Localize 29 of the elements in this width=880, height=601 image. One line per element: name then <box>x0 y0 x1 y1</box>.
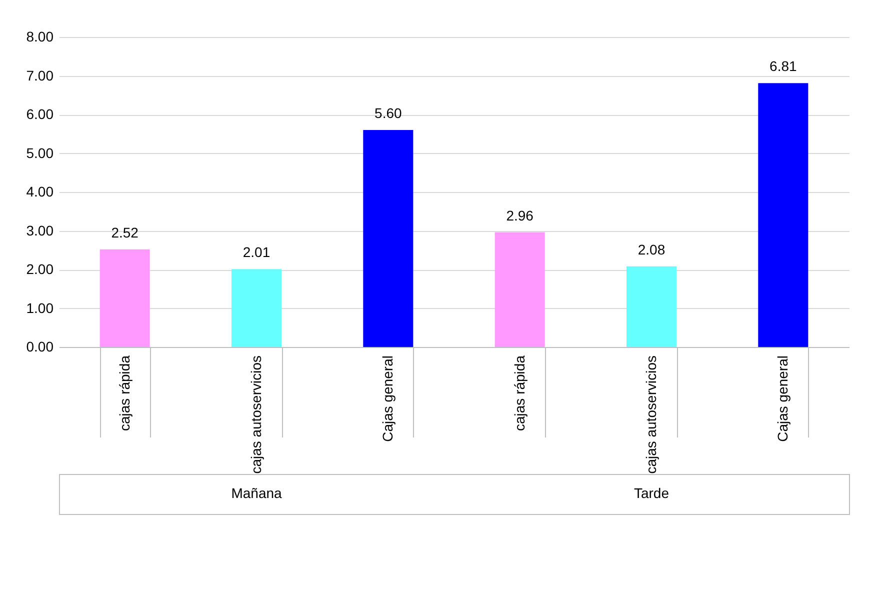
x-tick-label: cajas rápida <box>116 355 132 431</box>
x-tick-label: Cajas general <box>380 356 396 442</box>
y-tick-label: 5.00 <box>26 144 54 161</box>
x-tick-label: cajas autoservicios <box>643 356 659 474</box>
bar <box>494 232 545 347</box>
data-label: 6.81 <box>770 58 798 74</box>
y-tick-label: 2.00 <box>26 261 54 277</box>
bar <box>626 266 677 347</box>
y-tick-label: 6.00 <box>26 106 54 122</box>
y-tick-label: 7.00 <box>26 67 54 84</box>
x-tick-label: Cajas general <box>774 356 791 442</box>
data-label: 2.01 <box>242 244 270 260</box>
data-label: 5.60 <box>374 105 402 121</box>
data-label: 2.96 <box>506 207 534 224</box>
y-tick-label: 8.00 <box>26 28 54 44</box>
y-tick-label: 4.00 <box>26 184 54 200</box>
text: Tarde <box>634 485 670 501</box>
bar <box>231 269 282 347</box>
y-tick-label: 3.00 <box>26 222 54 238</box>
x-tick-label: cajas rápida <box>511 355 528 431</box>
bar <box>100 249 150 347</box>
bar <box>363 130 414 347</box>
data-label: 2.08 <box>638 241 666 258</box>
data-label: 2.52 <box>111 224 139 240</box>
x-tick-label: cajas autoservicios <box>248 356 264 474</box>
y-tick-label: 1.00 <box>26 300 54 316</box>
y-tick-label: 0.00 <box>26 338 54 354</box>
text: Mañana <box>231 485 282 501</box>
bar <box>758 83 808 347</box>
